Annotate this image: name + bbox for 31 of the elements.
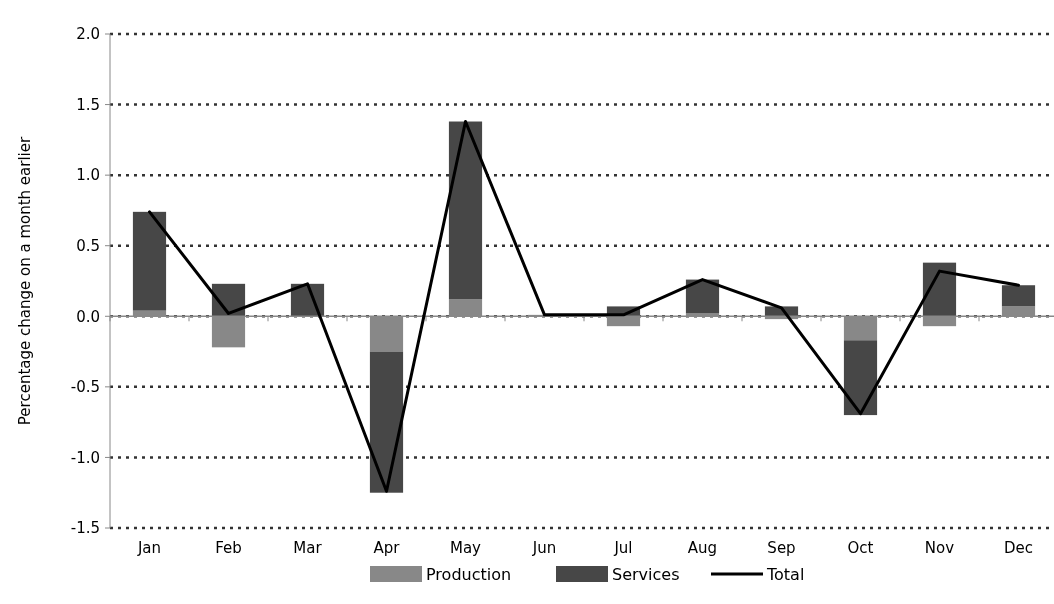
x-tick-label: Aug [687, 539, 718, 557]
x-tick-label: Jan [136, 539, 162, 557]
x-tick-label: Nov [924, 539, 955, 557]
line-series [148, 120, 1020, 493]
bar [132, 211, 167, 311]
bar [1001, 285, 1036, 307]
y-tick-label: 0.5 [76, 236, 100, 255]
y-tick-label: -0.5 [70, 378, 100, 397]
bar [369, 351, 404, 493]
x-tick-label: Dec [1003, 539, 1034, 557]
x-tick-label: Oct [847, 539, 874, 557]
legend-label: Total [766, 564, 805, 584]
x-tick-label: Apr [373, 539, 401, 557]
y-axis-title: Percentage change on a month earlier [16, 136, 34, 426]
bar [922, 262, 957, 317]
y-tick-label: -1.0 [70, 448, 100, 467]
x-tick-label: Jul [613, 539, 633, 557]
legend-label: Production [426, 564, 512, 584]
x-tick-label: Feb [215, 539, 242, 557]
x-tick-label: Jun [531, 539, 557, 557]
y-tick-label: 2.0 [76, 25, 100, 44]
x-tick-label: May [449, 539, 482, 557]
x-tick-label: Sep [767, 539, 796, 557]
legend-label: Services [612, 564, 680, 584]
bar [448, 121, 483, 300]
y-tick-label: 1.5 [76, 95, 100, 114]
y-tick-label: -1.5 [70, 519, 100, 538]
bar [843, 340, 878, 416]
x-tick-label: Mar [293, 539, 323, 557]
y-tick-label: 1.0 [76, 166, 100, 185]
y-tick-label: 0.0 [76, 307, 100, 326]
